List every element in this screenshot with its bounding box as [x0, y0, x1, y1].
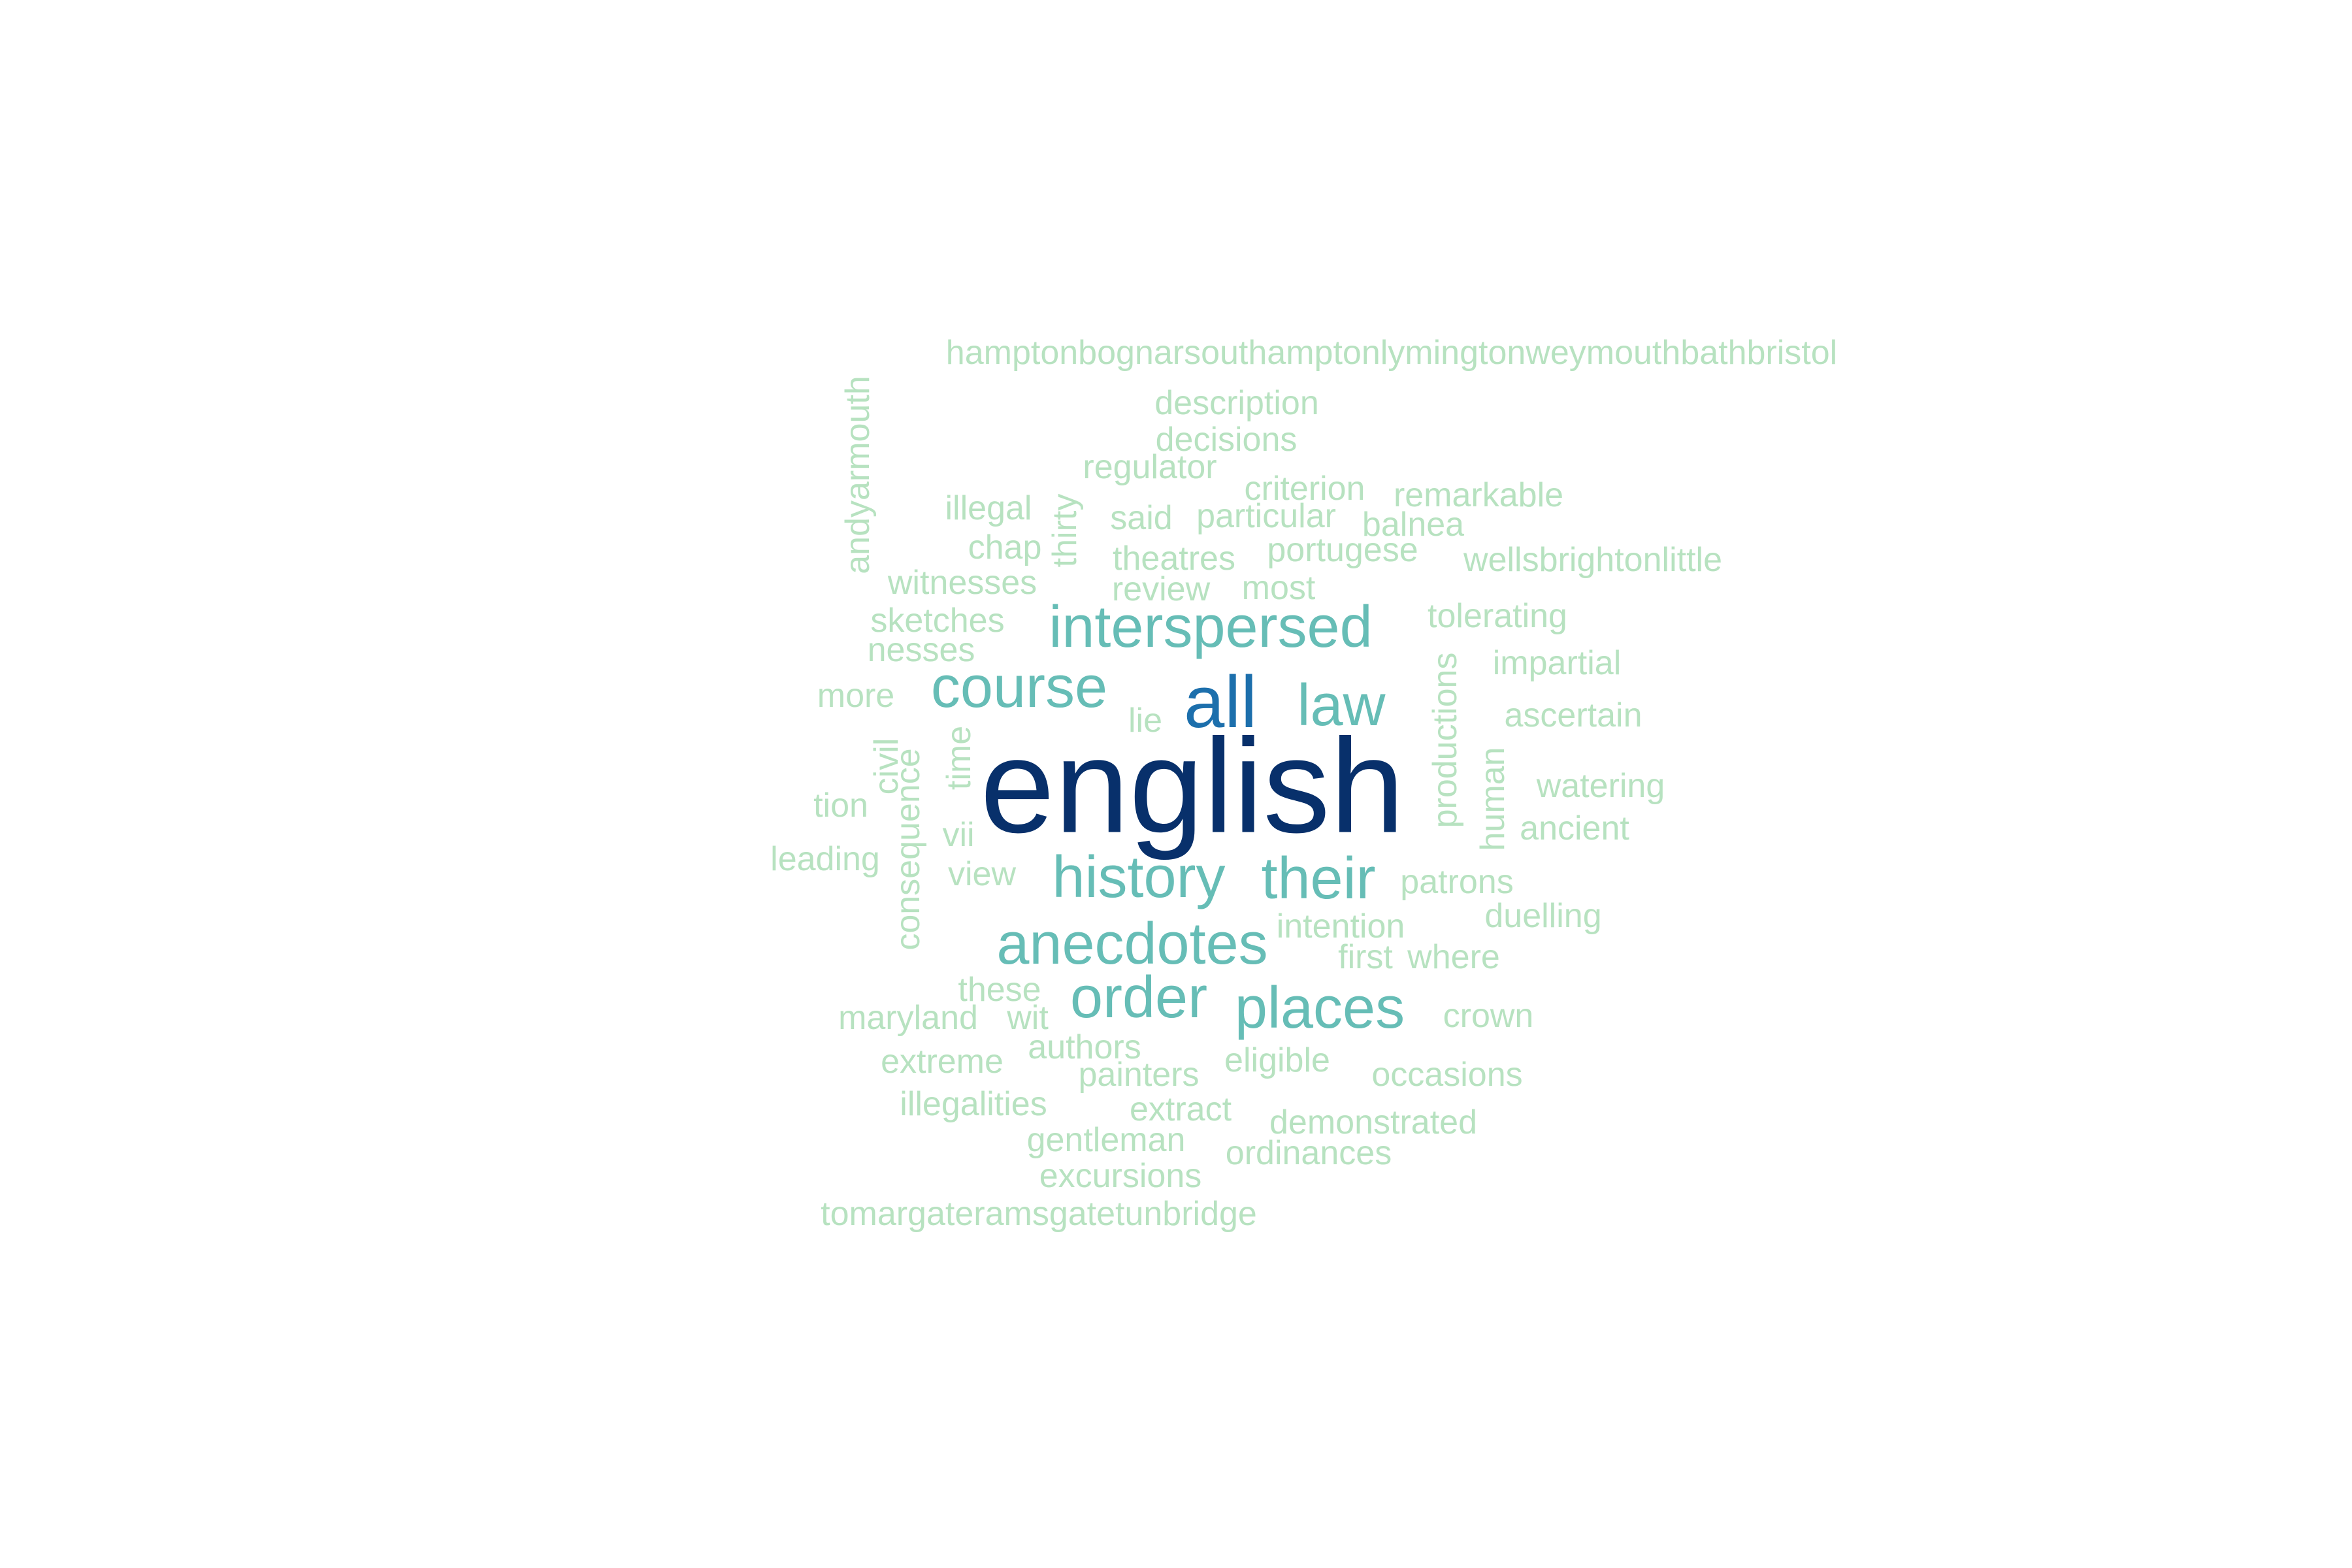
word-these: these: [958, 971, 1041, 1009]
word-painters: painters: [1078, 1056, 1200, 1094]
word-consequence: consequence: [889, 748, 927, 951]
word-first: first: [1338, 938, 1393, 976]
word-nesses: nesses: [867, 631, 975, 669]
word-view: view: [947, 855, 1017, 893]
word-watering: watering: [1536, 767, 1665, 805]
word-review: review: [1111, 570, 1211, 608]
word-ascertain: ascertain: [1504, 696, 1642, 734]
word-gentleman: gentleman: [1026, 1121, 1186, 1159]
word-interspersed: interspersed: [1049, 595, 1373, 660]
word-lie: lie: [1128, 702, 1163, 740]
word-time: time: [940, 725, 978, 791]
word-extract: extract: [1129, 1090, 1232, 1128]
word-andyarmouth: andyarmouth: [839, 376, 877, 574]
word-demonstrated: demonstrated: [1269, 1103, 1477, 1141]
word-order: order: [1070, 965, 1208, 1030]
word-theatres: theatres: [1113, 540, 1235, 578]
word-maryland: maryland: [838, 999, 978, 1037]
word-their: their: [1261, 846, 1376, 911]
word-particular: particular: [1196, 497, 1336, 535]
word-description: description: [1154, 384, 1319, 422]
word-ordinances: ordinances: [1225, 1134, 1392, 1172]
word-excursions: excursions: [1039, 1157, 1202, 1195]
word-intention: intention: [1276, 907, 1405, 945]
word-patrons: patrons: [1400, 863, 1514, 901]
word-english: english: [980, 711, 1405, 861]
word-tion: tion: [813, 787, 868, 825]
word-remarkable: remarkable: [1393, 476, 1564, 514]
word-balnea: balnea: [1362, 506, 1465, 544]
word-crown: crown: [1443, 997, 1534, 1035]
word-criterion: criterion: [1244, 470, 1365, 508]
word-extreme: extreme: [881, 1043, 1004, 1081]
word-regulator: regulator: [1083, 448, 1217, 486]
word-wit: wit: [1007, 999, 1049, 1037]
word-tomargate: tomargateramsgatetunbridge: [821, 1195, 1257, 1233]
word-chap: chap: [968, 529, 1042, 566]
word-places: places: [1234, 975, 1405, 1041]
word-impartial: impartial: [1492, 644, 1622, 682]
word-decisions: decisions: [1155, 421, 1298, 459]
word-authors: authors: [1028, 1028, 1141, 1066]
word-productions: productions: [1426, 652, 1464, 828]
word-portugese: portugese: [1267, 531, 1418, 569]
word-leading: leading: [770, 840, 880, 878]
word-said: said: [1110, 499, 1173, 537]
word-duelling: duelling: [1484, 897, 1602, 935]
word-tolerating: tolerating: [1428, 597, 1567, 635]
word-more: more: [817, 677, 895, 715]
word-ancient: ancient: [1520, 809, 1629, 847]
word-hamptonbognar: hamptonbognarsouthamptonlymingtonweymout…: [945, 334, 1838, 372]
word-law: law: [1297, 673, 1386, 738]
word-vii: vii: [942, 816, 975, 854]
word-most: most: [1241, 569, 1316, 607]
word-anecdotes: anecdotes: [996, 911, 1268, 977]
word-history: history: [1052, 845, 1226, 910]
word-where: where: [1407, 938, 1500, 976]
word-human: human: [1474, 747, 1512, 851]
word-occasions: occasions: [1371, 1056, 1523, 1094]
word-eligible: eligible: [1224, 1041, 1330, 1079]
word-thirty: thirty: [1046, 493, 1084, 568]
word-wellsbrightonlittle: wellsbrightonlittle: [1463, 541, 1722, 579]
word-witnesses: witnesses: [887, 564, 1037, 602]
word-sketches: sketches: [870, 602, 1005, 640]
word-all: all: [1183, 661, 1258, 743]
word-course: course: [930, 655, 1108, 720]
word-illegal: illegal: [945, 489, 1032, 527]
word-illegalities: illegalities: [900, 1085, 1047, 1123]
